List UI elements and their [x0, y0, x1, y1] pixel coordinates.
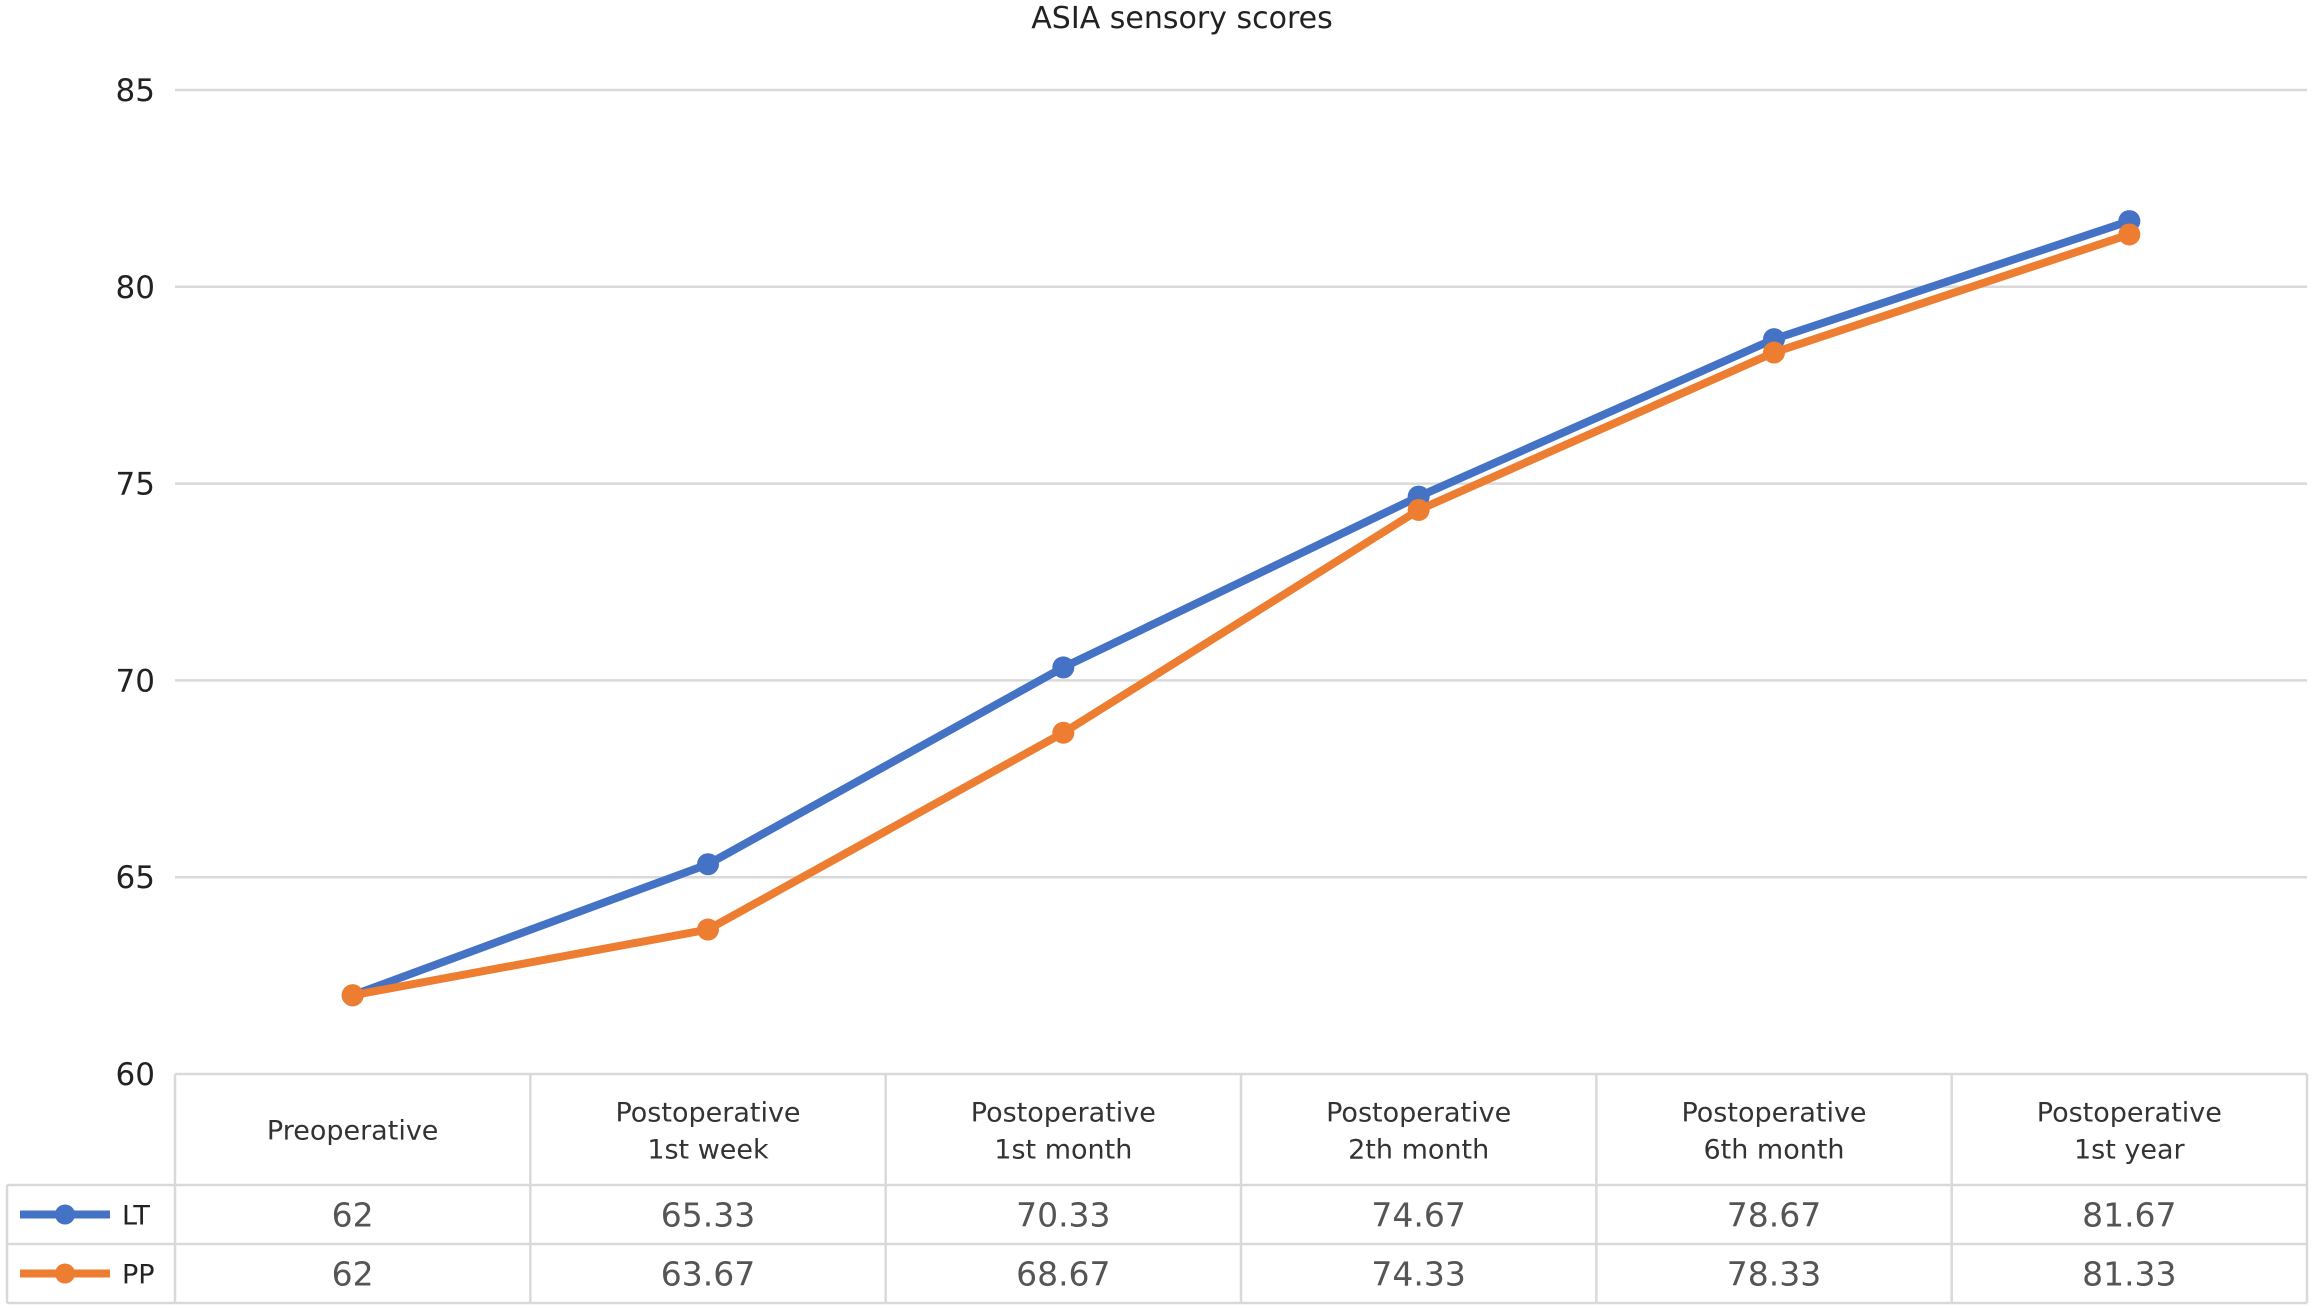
data-table-value: 68.67 [1016, 1255, 1110, 1294]
y-tick-label: 85 [116, 73, 155, 109]
chart-title: ASIA sensory scores [1031, 1, 1332, 36]
category-label: Postoperative [1681, 1098, 1866, 1129]
y-tick-label: 70 [116, 663, 155, 699]
y-tick-label: 80 [116, 270, 155, 306]
y-tick-label: 75 [116, 467, 155, 503]
data-point-pp [1763, 341, 1785, 364]
data-point-lt [697, 853, 719, 876]
y-tick-label: 60 [116, 1057, 155, 1093]
category-label: 2th month [1348, 1135, 1489, 1166]
data-point-pp [1052, 721, 1075, 744]
category-label: Preoperative [267, 1116, 439, 1147]
legend-label: LT [122, 1201, 150, 1232]
data-table-value: 78.33 [1727, 1255, 1821, 1294]
category-label: Postoperative [2037, 1098, 2222, 1129]
legend-marker-pp [55, 1263, 75, 1284]
series-line-pp [351, 230, 2131, 1000]
data-point-pp [2118, 223, 2141, 246]
data-table-value: 62 [332, 1255, 374, 1294]
data-table-value: 70.33 [1016, 1196, 1110, 1235]
category-label: Postoperative [1326, 1098, 1511, 1129]
data-point-pp [341, 984, 364, 1007]
category-label: 6th month [1703, 1135, 1844, 1166]
legend-marker-lt [55, 1204, 75, 1225]
data-table-value: 62 [332, 1196, 374, 1235]
category-label: Postoperative [971, 1098, 1156, 1129]
data-table-value: 81.67 [2082, 1196, 2176, 1235]
data-table-value: 74.33 [1371, 1255, 1465, 1294]
category-label: 1st week [647, 1135, 769, 1166]
data-point-pp [697, 918, 719, 941]
category-label: 1st month [994, 1135, 1132, 1166]
data-table-value: 81.33 [2082, 1255, 2176, 1294]
data-point-lt [1052, 656, 1075, 679]
data-table-value: 78.67 [1727, 1196, 1821, 1235]
series-line-lt [351, 217, 2131, 1000]
data-table-value: 65.33 [661, 1196, 755, 1235]
data-point-pp [1407, 498, 1430, 521]
data-table-value: 74.67 [1371, 1196, 1465, 1235]
category-label: Postoperative [615, 1098, 800, 1129]
legend-label: PP [122, 1260, 155, 1291]
y-tick-label: 65 [116, 860, 155, 896]
category-label: 1st year [2074, 1135, 2186, 1166]
data-table-value: 63.67 [661, 1255, 755, 1294]
